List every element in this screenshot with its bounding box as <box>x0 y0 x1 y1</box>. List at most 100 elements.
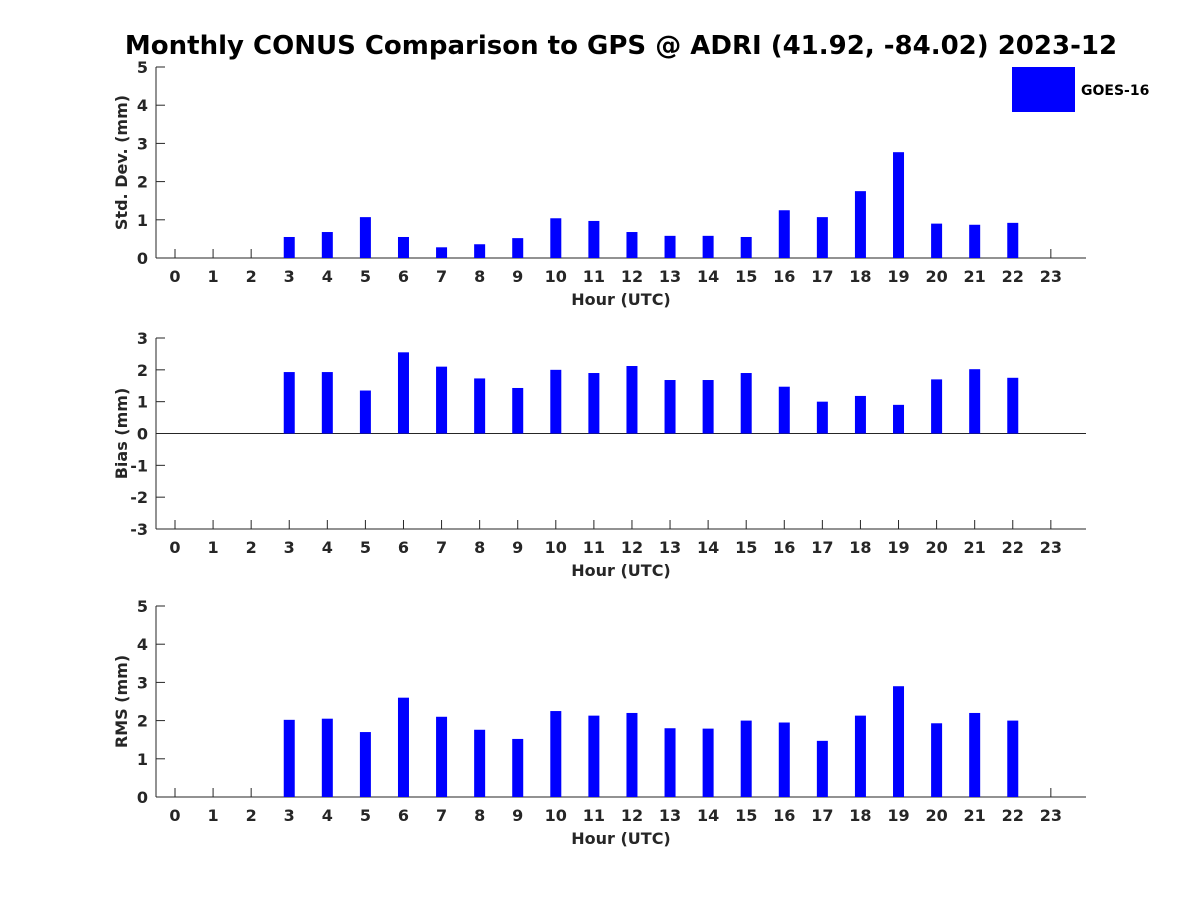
bar-stddev-hour-15 <box>740 236 752 258</box>
x-tick-label: 3 <box>284 538 295 557</box>
x-tick-label: 18 <box>849 538 871 557</box>
bar-bias-hour-5 <box>359 390 371 434</box>
x-tick-label: 15 <box>735 267 757 286</box>
y-tick-label: 2 <box>137 712 148 731</box>
y-axis-label: RMS (mm) <box>112 655 131 748</box>
bar-stddev-hour-16 <box>778 210 790 258</box>
bar-rms-hour-8 <box>474 729 486 797</box>
x-tick-label: 21 <box>964 267 986 286</box>
bar-bias-hour-6 <box>397 352 409 434</box>
y-tick-label: 4 <box>137 96 148 115</box>
bar-rms-hour-14 <box>702 728 714 797</box>
bar-stddev-hour-19 <box>893 152 905 258</box>
bar-stddev-hour-21 <box>969 224 981 258</box>
x-tick-label: 2 <box>246 806 257 825</box>
bar-rms-hour-19 <box>893 686 905 797</box>
x-axis-label: Hour (UTC) <box>571 561 671 580</box>
bar-stddev-hour-4 <box>321 232 333 258</box>
bar-rms-hour-16 <box>778 722 790 797</box>
x-tick-label: 16 <box>773 538 795 557</box>
bar-bias-hour-8 <box>474 378 486 434</box>
x-tick-label: 19 <box>887 806 909 825</box>
x-tick-label: 19 <box>887 267 909 286</box>
bar-rms-hour-5 <box>359 732 371 797</box>
x-tick-label: 7 <box>436 806 447 825</box>
x-tick-label: 6 <box>398 267 409 286</box>
x-tick-label: 22 <box>1002 267 1024 286</box>
x-axis-label: Hour (UTC) <box>571 290 671 309</box>
bar-rms-hour-11 <box>588 715 600 797</box>
bar-rms-hour-9 <box>512 738 524 797</box>
bar-bias-hour-10 <box>550 369 562 434</box>
x-tick-label: 2 <box>246 538 257 557</box>
bar-stddev-hour-5 <box>359 217 371 258</box>
legend-swatch <box>1012 67 1075 112</box>
x-tick-label: 8 <box>474 267 485 286</box>
x-tick-label: 9 <box>512 538 523 557</box>
x-tick-label: 1 <box>208 806 219 825</box>
bar-bias-hour-17 <box>816 401 828 434</box>
x-tick-label: 19 <box>887 538 909 557</box>
y-tick-label: -1 <box>130 456 148 475</box>
y-tick-label: 5 <box>137 58 148 77</box>
bar-stddev-hour-8 <box>474 244 486 258</box>
x-tick-label: 10 <box>545 538 567 557</box>
x-tick-label: 22 <box>1002 806 1024 825</box>
x-tick-label: 11 <box>583 267 605 286</box>
y-tick-label: -2 <box>130 488 148 507</box>
y-tick-label: 4 <box>137 635 148 654</box>
x-tick-label: 6 <box>398 806 409 825</box>
x-tick-label: 9 <box>512 267 523 286</box>
x-tick-label: 1 <box>208 538 219 557</box>
bar-rms-hour-20 <box>931 723 943 797</box>
y-axis-label: Bias (mm) <box>112 388 131 480</box>
x-tick-label: 12 <box>621 267 643 286</box>
x-tick-label: 22 <box>1002 538 1024 557</box>
bar-rms-hour-3 <box>283 719 295 797</box>
bar-rms-hour-15 <box>740 720 752 797</box>
bar-rms-hour-22 <box>1007 720 1019 797</box>
x-tick-label: 12 <box>621 538 643 557</box>
x-tick-label: 15 <box>735 538 757 557</box>
bar-rms-hour-17 <box>816 740 828 797</box>
bar-bias-hour-11 <box>588 373 600 434</box>
x-tick-label: 4 <box>322 806 333 825</box>
y-tick-label: 0 <box>137 788 148 807</box>
bar-stddev-hour-12 <box>626 232 638 258</box>
y-tick-label: 2 <box>137 361 148 380</box>
bar-bias-hour-4 <box>321 372 333 434</box>
x-tick-label: 20 <box>925 267 947 286</box>
x-tick-label: 23 <box>1040 806 1062 825</box>
x-tick-label: 13 <box>659 806 681 825</box>
x-tick-label: 2 <box>246 267 257 286</box>
x-tick-label: 5 <box>360 267 371 286</box>
bar-rms-hour-13 <box>664 728 676 797</box>
x-tick-label: 17 <box>811 806 833 825</box>
x-tick-label: 21 <box>964 806 986 825</box>
x-tick-label: 8 <box>474 538 485 557</box>
y-tick-label: -3 <box>130 520 148 539</box>
x-tick-label: 3 <box>284 267 295 286</box>
bar-bias-hour-3 <box>283 372 295 434</box>
x-tick-label: 20 <box>925 538 947 557</box>
x-tick-label: 14 <box>697 538 719 557</box>
bar-stddev-hour-6 <box>397 236 409 258</box>
bar-bias-hour-14 <box>702 380 714 434</box>
x-tick-label: 20 <box>925 806 947 825</box>
bar-rms-hour-12 <box>626 712 638 797</box>
x-tick-label: 7 <box>436 538 447 557</box>
x-tick-label: 4 <box>322 538 333 557</box>
x-tick-label: 10 <box>545 267 567 286</box>
x-tick-label: 13 <box>659 267 681 286</box>
bar-rms-hour-4 <box>321 718 333 797</box>
bar-rms-hour-7 <box>436 716 448 797</box>
y-tick-label: 1 <box>137 393 148 412</box>
x-tick-label: 11 <box>583 806 605 825</box>
legend-label: GOES-16 <box>1081 83 1149 99</box>
x-tick-label: 23 <box>1040 267 1062 286</box>
bar-bias-hour-9 <box>512 387 524 434</box>
x-tick-label: 0 <box>169 806 180 825</box>
